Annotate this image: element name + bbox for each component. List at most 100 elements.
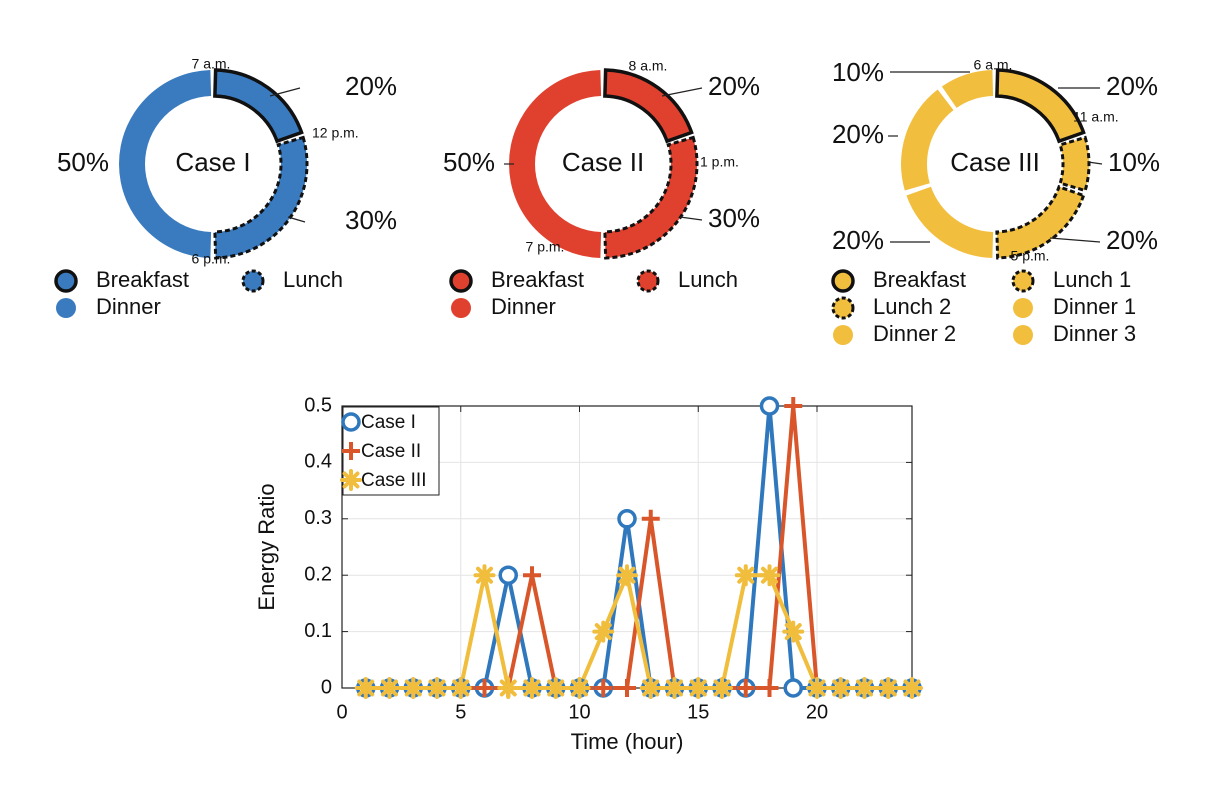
series-markers-case-ii (356, 397, 921, 697)
data-point-case-ii (736, 679, 755, 697)
data-point-case-iii (711, 677, 733, 699)
donut-slice-breakfast (213, 68, 304, 144)
y-tick-label: 0.5 (304, 394, 332, 416)
legend-marker-case-ii (342, 442, 360, 460)
data-point-case-iii (663, 677, 686, 699)
leader-line (1049, 237, 1101, 243)
data-point-case-iii (521, 677, 543, 699)
y-tick-label: 0.4 (304, 451, 332, 473)
leader-line (287, 216, 306, 223)
data-point-case-i (759, 396, 780, 416)
leader-line (679, 216, 703, 221)
donut-slice-lunch (603, 135, 699, 260)
data-point-case-iii (568, 677, 591, 699)
series-markers-case-i (356, 396, 922, 698)
data-point-case-iii (497, 677, 520, 699)
donut-slice-breakfast (995, 68, 1086, 144)
legend-swatch-breakfast (831, 269, 855, 293)
data-point-case-iii (758, 564, 781, 587)
legend-label-case-iii: Case III (361, 470, 426, 491)
percent-label: 20% (832, 119, 884, 149)
energy-line-chart: 0 5 10 15 20 0 0.1 0.2 0.3 0.4 0.5 Time (hour) Energ… (254, 394, 923, 754)
donut-case-ii: Case II 20% 30% 50% 8 a.m. 1 p.m. 7 p.m. Breakf… (443, 58, 760, 319)
donut-case-i: Case I 20% 30% 50% 7 a.m. 12 p.m. 6 p.m.Breakf… (54, 56, 397, 319)
data-point-case-ii (475, 679, 494, 697)
donut-slice-dinner-2 (900, 89, 954, 191)
y-axis-label: Energy Ratio (254, 483, 279, 610)
time-label: 5 p.m. (1011, 248, 1050, 264)
legend-swatch-breakfast (449, 269, 473, 293)
series-line-case-i (365, 404, 912, 690)
data-point-case-iii (877, 677, 900, 699)
legend-swatch-dinner-1 (1013, 298, 1033, 318)
y-tick-label: 0 (321, 676, 332, 698)
data-point-case-iii (806, 677, 828, 699)
data-point-case-iii (426, 677, 448, 699)
leader-line (269, 87, 301, 97)
percent-label: 50% (443, 147, 495, 177)
legend-label-breakfast: Breakfast (491, 267, 584, 292)
data-point-case-iii (853, 677, 876, 699)
legend-label-lunch: Lunch (283, 267, 343, 292)
legend-label-lunch-1: Lunch 1 (1053, 267, 1131, 292)
legend-swatch-dinner-2 (833, 325, 853, 345)
data-point-case-i (617, 509, 637, 529)
donut-case-iii: Case III 20% 10% 20% 20% 20% 10% 6 a.m. 11 a.m. 5… (831, 57, 1160, 346)
x-tick-label: 10 (568, 701, 590, 723)
data-point-case-iii (473, 564, 496, 587)
legend-label-case-ii: Case II (361, 441, 421, 462)
data-point-case-ii (784, 397, 803, 415)
legend-swatch-lunch-1 (1011, 269, 1035, 293)
data-point-case-iii (734, 564, 757, 587)
percent-label: 30% (708, 203, 760, 233)
y-tick-label: 0.2 (304, 563, 332, 585)
donut-slice-lunch-1 (1058, 135, 1091, 193)
legend-swatch-breakfast (54, 269, 78, 293)
donut-slice-breakfast (603, 68, 694, 144)
donut-title: Case III (950, 147, 1040, 177)
donut-charts: Case I20%30%50%7 a.m.12 p.m.6 p.m.Breakf… (54, 56, 1160, 346)
donut-title: Case II (562, 147, 644, 177)
legend-label-case-i: Case I (361, 412, 416, 433)
legend-label-breakfast: Breakfast (873, 267, 966, 292)
data-point-case-iii (378, 677, 401, 699)
data-point-case-iii (829, 677, 852, 699)
legend-label-dinner-3: Dinner 3 (1053, 321, 1136, 346)
x-axis-label: Time (hour) (571, 729, 684, 754)
legend-label-dinner: Dinner (491, 294, 556, 319)
legend-label-dinner-2: Dinner 2 (873, 321, 956, 346)
legend-swatch-dinner-3 (1013, 325, 1033, 345)
x-tick-label: 20 (806, 701, 828, 723)
percent-label: 10% (1108, 147, 1160, 177)
donut-slice-dinner (509, 70, 602, 258)
time-label: 6 a.m. (974, 57, 1013, 73)
data-point-case-ii (641, 509, 660, 528)
data-point-case-iii (687, 677, 710, 699)
line-legend: Case I Case II Case III (340, 406, 440, 496)
legend-label-dinner: Dinner (96, 294, 161, 319)
donut-legend: Breakfast Lunch 1 Lunch 2 Dinner 1 Dinner 2 D… (831, 267, 1136, 346)
y-tick-label: 0.3 (304, 507, 332, 529)
data-point-case-iii (782, 620, 805, 643)
legend-label-lunch: Lunch (678, 267, 738, 292)
donut-legend: Breakfast Lunch Dinner (449, 267, 738, 319)
data-point-case-iii (544, 677, 567, 699)
percent-label: 20% (1106, 225, 1158, 255)
data-point-case-iii (354, 677, 377, 699)
legend-marker-case-iii (340, 469, 362, 491)
data-point-case-iii (616, 564, 638, 587)
data-point-case-i (498, 565, 518, 585)
data-point-case-ii (523, 566, 541, 585)
time-label: 7 a.m. (192, 56, 231, 72)
donut-slice-lunch-2 (995, 184, 1086, 260)
series-markers-case-iii (354, 564, 923, 699)
data-point-case-i (783, 678, 803, 698)
donut-title: Case I (175, 147, 250, 177)
data-point-case-iii (639, 677, 662, 699)
percent-label: 20% (345, 71, 397, 101)
data-point-case-iii (592, 620, 615, 643)
x-tick-label: 5 (455, 701, 466, 723)
time-label: 7 p.m. (526, 239, 565, 255)
time-label: 6 p.m. (192, 251, 231, 267)
